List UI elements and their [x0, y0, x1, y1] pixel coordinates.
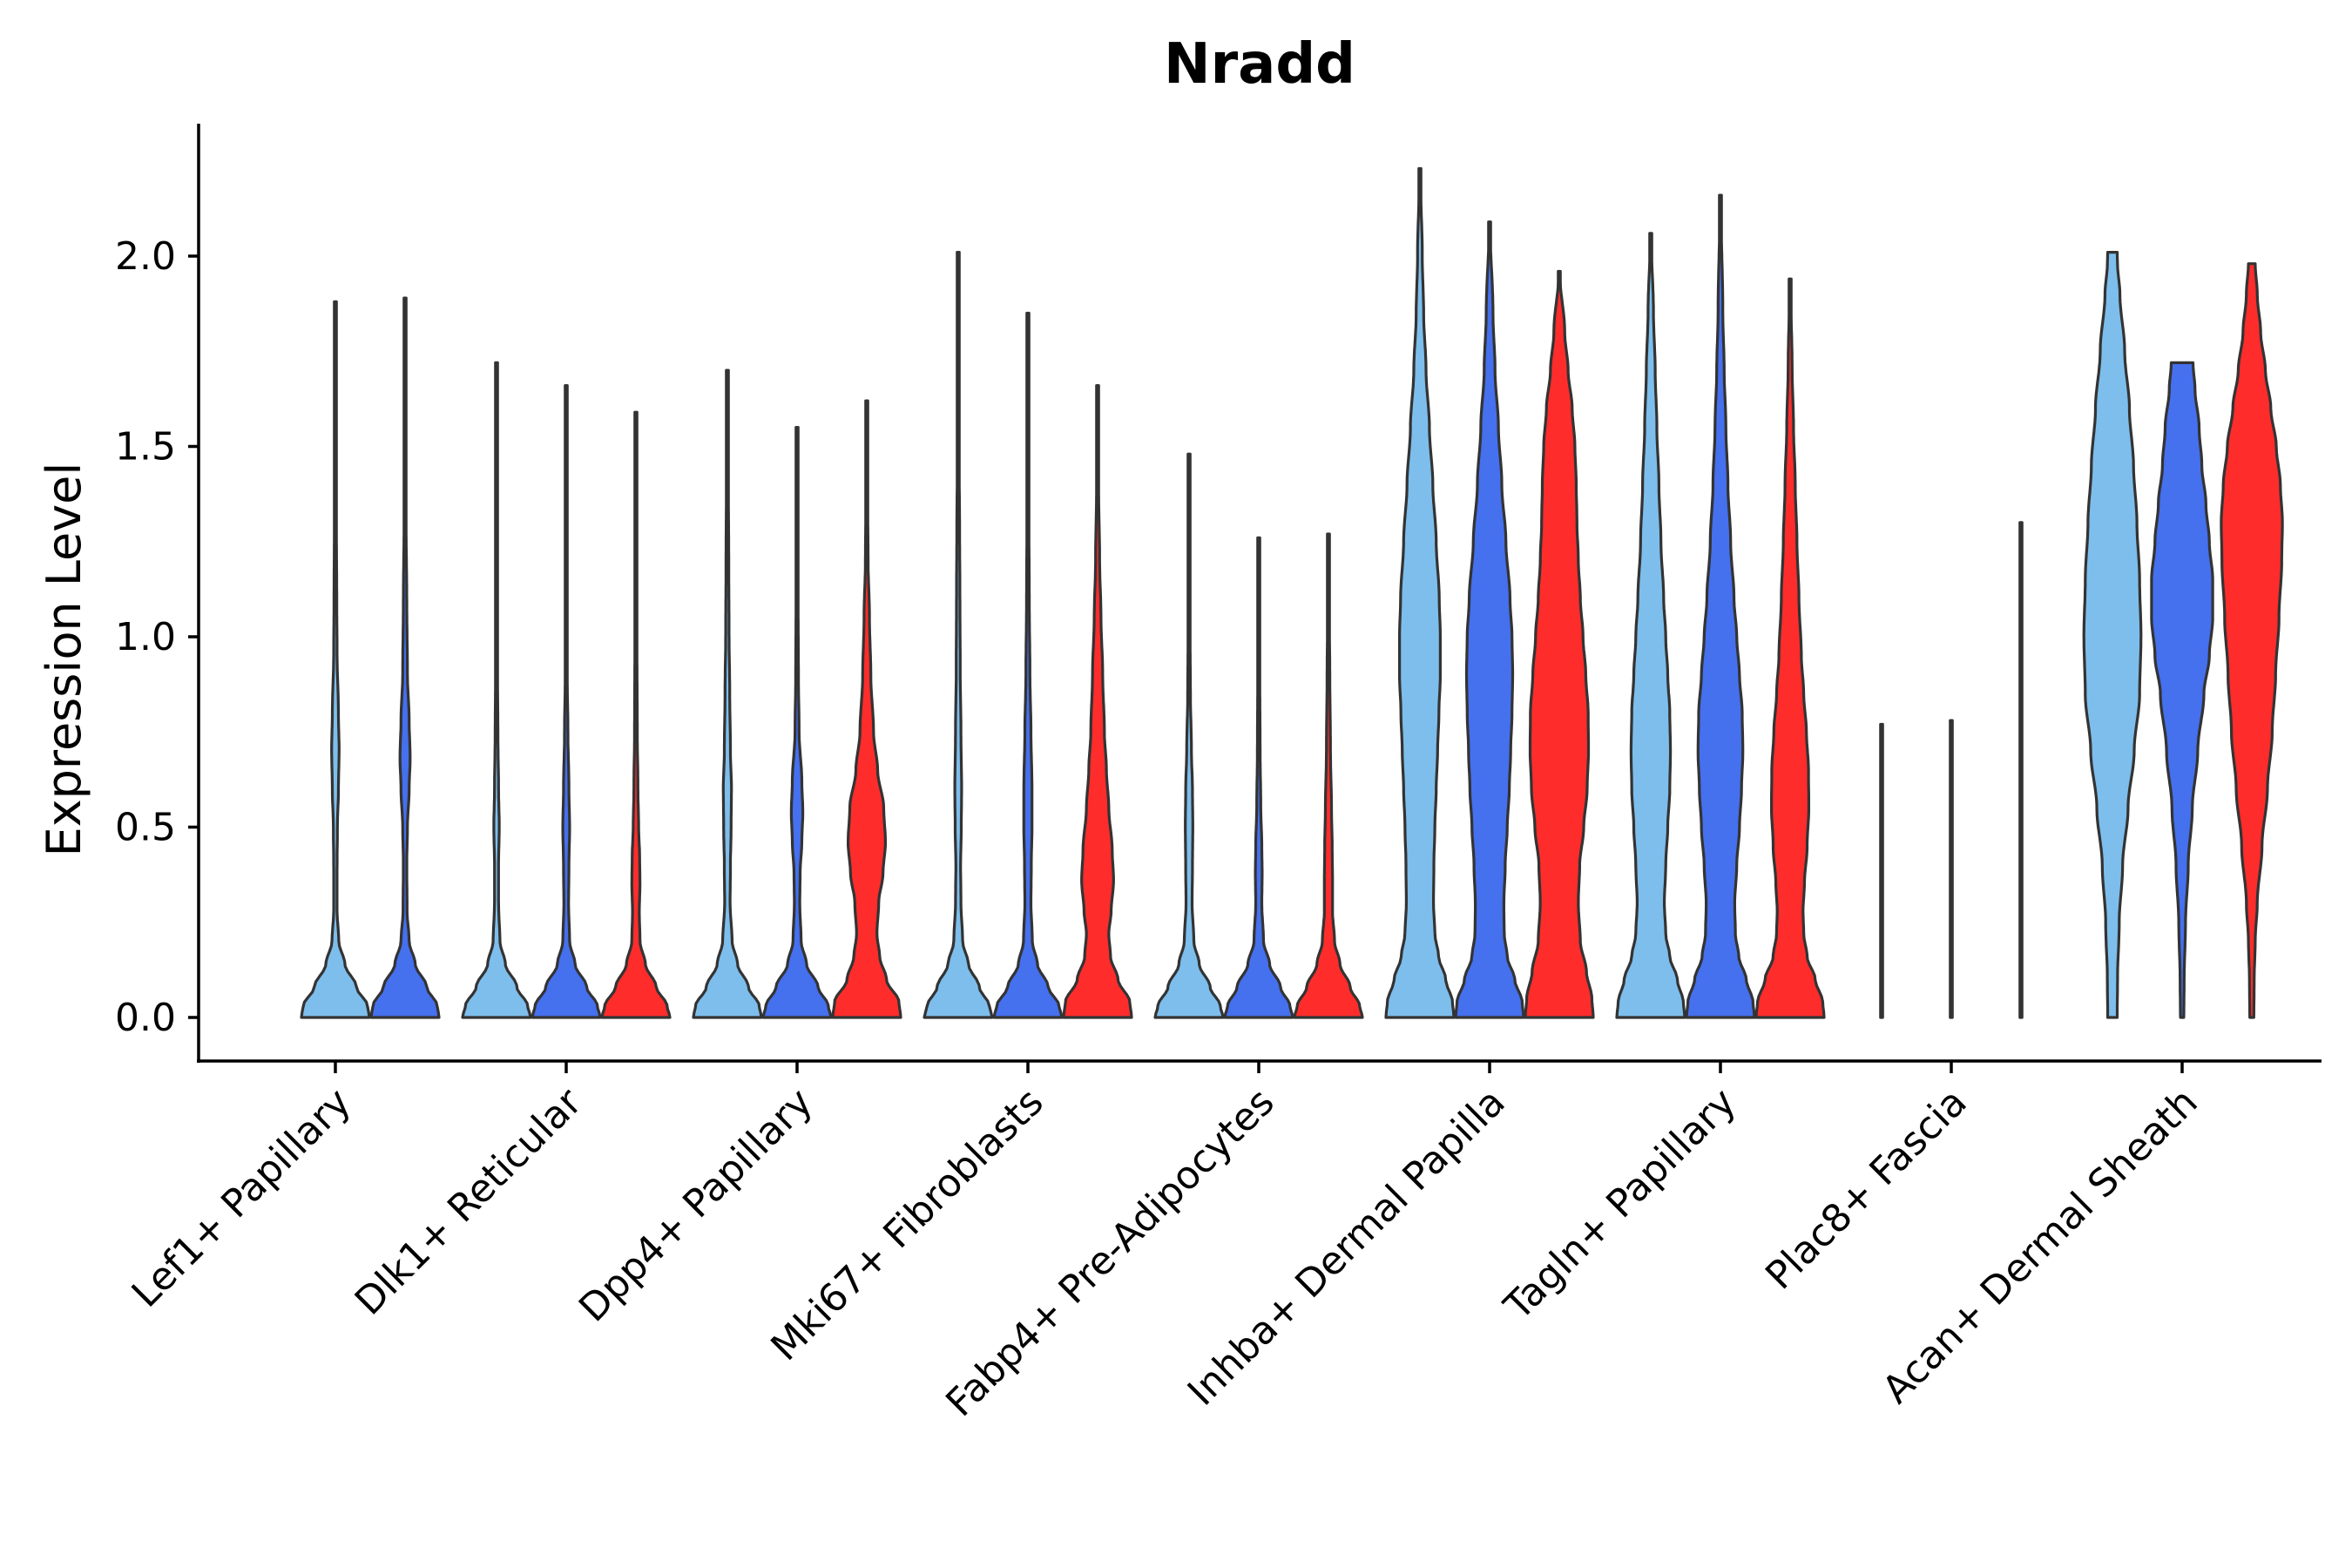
chart-title: Nradd	[1164, 32, 1355, 97]
violin-14	[1293, 532, 1364, 1019]
violin-17	[1524, 269, 1595, 1019]
violin-8	[831, 399, 902, 1019]
y-tick-label: 1.5	[115, 425, 176, 470]
violin-18	[1615, 232, 1686, 1019]
violin-26	[2220, 262, 2284, 1019]
y-tick-label: 0.0	[115, 996, 176, 1040]
violin-16	[1454, 220, 1525, 1019]
violin-15	[1384, 166, 1456, 1019]
violin-13	[1223, 536, 1294, 1019]
violin-4	[531, 384, 602, 1019]
violin-24	[2082, 251, 2143, 1019]
y-tick-label: 0.5	[115, 806, 176, 850]
violin-10	[992, 311, 1064, 1019]
violin-21	[1879, 722, 1884, 1019]
violin-11	[1062, 384, 1133, 1019]
violins-layer	[300, 166, 2284, 1019]
violin-1	[300, 300, 371, 1019]
violin-20	[1754, 277, 1826, 1019]
violin-25	[2150, 361, 2214, 1019]
violin-3	[461, 361, 532, 1019]
violin-19	[1685, 193, 1756, 1019]
violin-2	[369, 296, 441, 1019]
violin-12	[1153, 452, 1225, 1019]
violin-5	[600, 410, 672, 1019]
violin-7	[761, 426, 833, 1019]
y-tick-label: 2.0	[115, 234, 176, 279]
y-tick-label: 1.0	[115, 615, 176, 659]
violin-6	[692, 368, 763, 1019]
violin-9	[923, 251, 994, 1019]
y-axis-label: Expression Level	[37, 463, 91, 857]
y-axis-ticks: 0.0 0.5 1.0 1.5 2.0	[115, 234, 199, 1040]
violin-22	[1949, 719, 1954, 1019]
violin-23	[2018, 521, 2024, 1019]
